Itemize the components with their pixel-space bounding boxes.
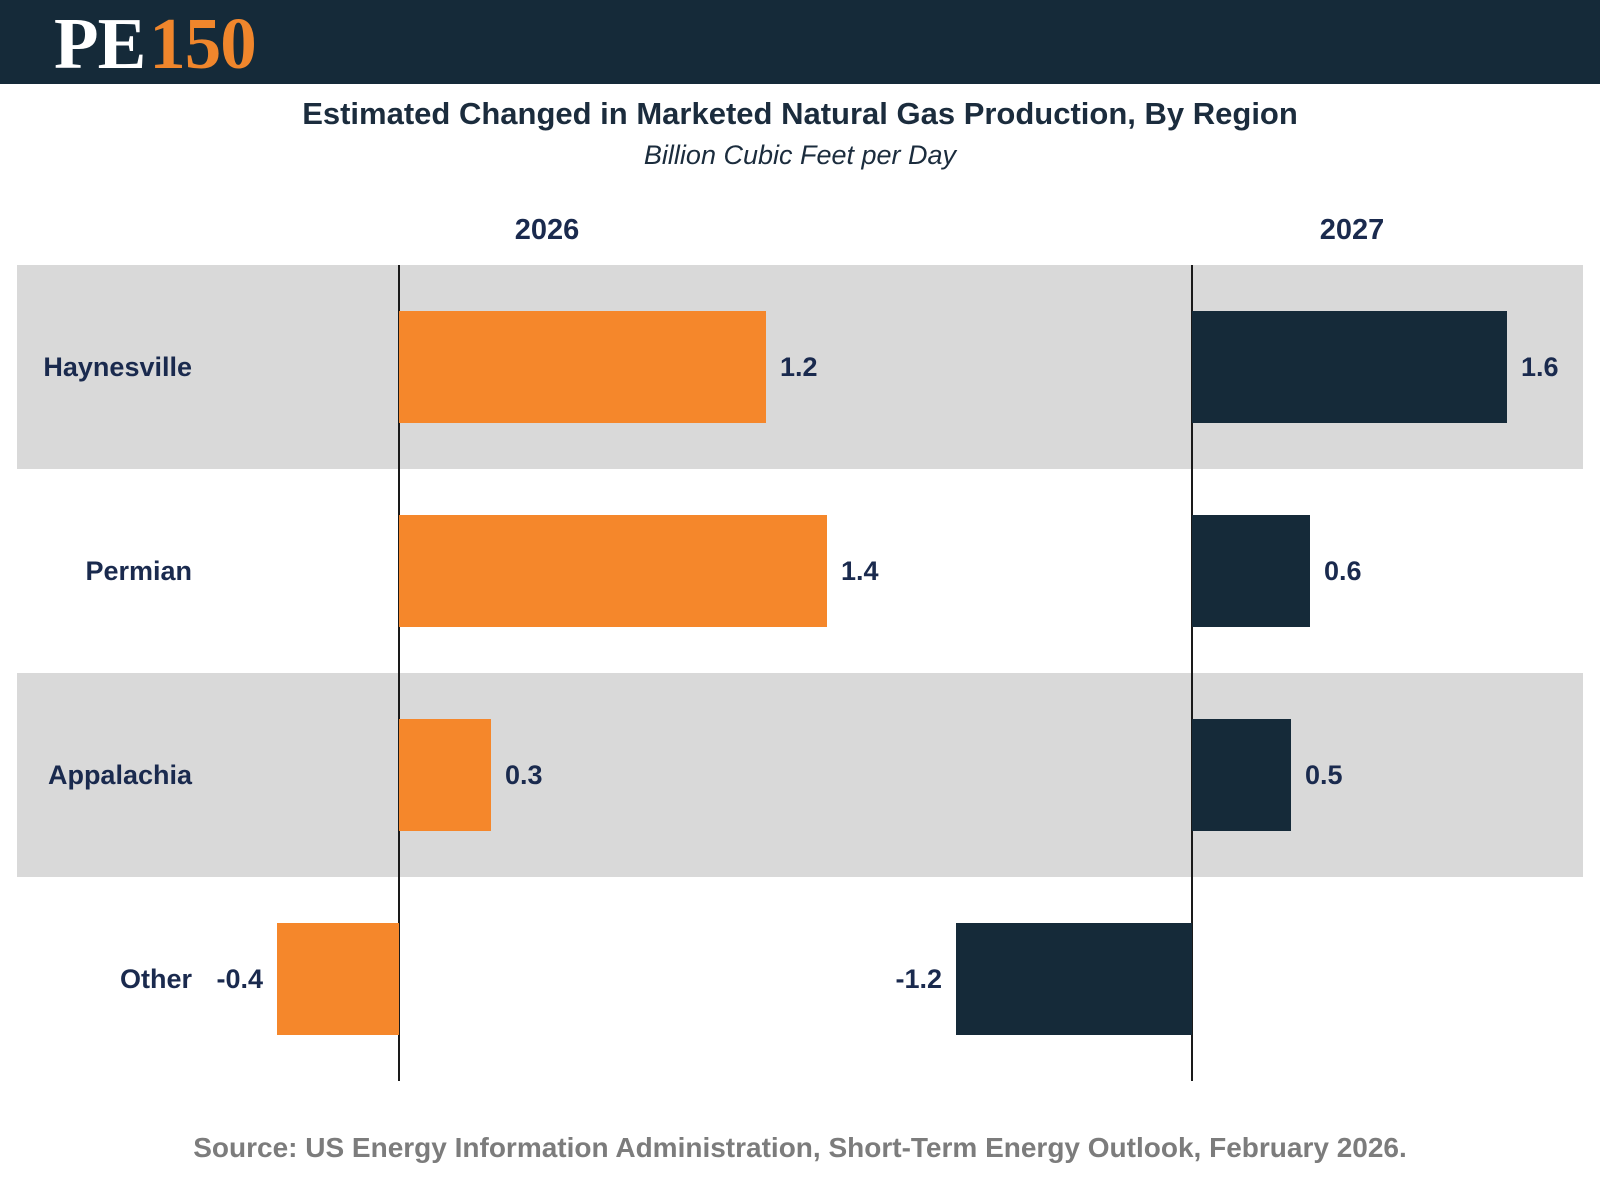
logo-text-150: 150 — [149, 3, 256, 84]
source-note: Source: US Energy Information Administra… — [193, 1132, 1407, 1163]
bar-2026-other — [277, 923, 399, 1035]
panel-header-2026: 2026 — [514, 214, 580, 246]
axis-2027 — [1191, 265, 1193, 1081]
chart-subtitle: Billion Cubic Feet per Day — [643, 140, 957, 170]
bar-2027-permian — [1192, 515, 1310, 627]
category-label-haynesville: Haynesville — [43, 351, 192, 382]
value-label-2026-appalachia: 0.3 — [505, 759, 543, 790]
bar-2027-appalachia — [1192, 719, 1291, 831]
chart-title: Estimated Changed in Marketed Natural Ga… — [302, 96, 1298, 131]
row-band-appalachia — [17, 673, 1583, 877]
panel-header-2027: 2027 — [1319, 214, 1385, 246]
bar-2026-permian — [399, 515, 827, 627]
logo-text-pe: PE — [54, 3, 146, 84]
category-label-appalachia: Appalachia — [47, 759, 192, 790]
axis-2026 — [398, 265, 400, 1081]
bar-2027-other — [956, 923, 1192, 1035]
category-label-other: Other — [119, 963, 192, 994]
bar-2026-appalachia — [399, 719, 491, 831]
value-label-2026-permian: 1.4 — [841, 555, 879, 586]
value-label-2027-haynesville: 1.6 — [1521, 351, 1559, 382]
bar-2026-haynesville — [399, 311, 766, 423]
category-label-permian: Permian — [85, 555, 192, 586]
value-label-2026-other: -0.4 — [216, 963, 263, 994]
pe150-logo: PE150 — [54, 0, 257, 84]
value-label-2027-other: -1.2 — [895, 963, 942, 994]
bar-2027-haynesville — [1192, 311, 1507, 423]
header-bar: PE150 — [0, 0, 1600, 84]
value-label-2027-appalachia: 0.5 — [1305, 759, 1343, 790]
value-label-2027-permian: 0.6 — [1324, 555, 1362, 586]
value-label-2026-haynesville: 1.2 — [780, 351, 818, 382]
